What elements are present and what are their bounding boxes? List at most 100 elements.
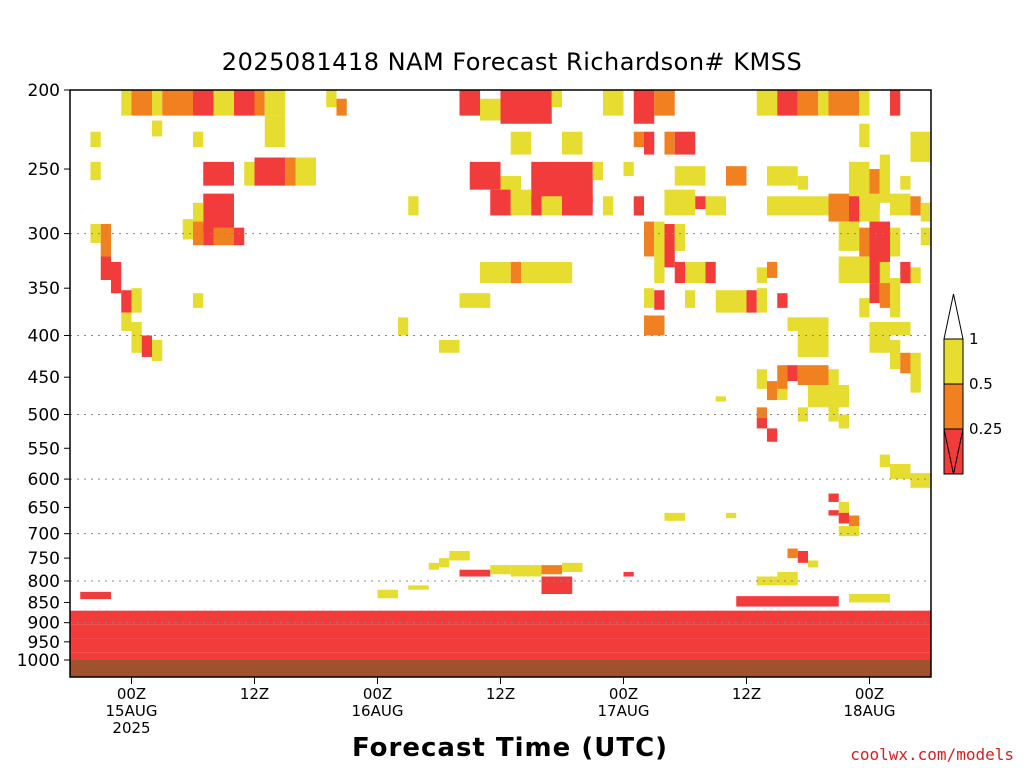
heatmap-cell	[121, 90, 132, 116]
heatmap-cell	[459, 293, 491, 308]
heatmap-cell	[910, 352, 921, 393]
heatmap-cell	[879, 154, 890, 203]
y-tick-label: 900	[28, 614, 60, 634]
heatmap-cell	[859, 123, 870, 148]
heatmap-cell	[756, 288, 767, 313]
heatmap-cell	[664, 189, 696, 216]
heatmap-cell	[797, 176, 808, 190]
heatmap-cell	[244, 161, 255, 186]
x-tick-label: 00Z	[117, 685, 146, 703]
colorbar-level-label: 0.25	[969, 420, 1002, 438]
x-axis-label: Forecast Time (UTC)	[351, 733, 669, 763]
heatmap-cell	[633, 131, 644, 148]
y-tick-label: 400	[28, 326, 60, 346]
colorbar-bottom-arrow	[943, 428, 964, 475]
heatmap-cell	[767, 428, 778, 442]
heatmap-cell	[100, 256, 111, 281]
colorbar-bin	[943, 338, 964, 385]
heatmap-cell	[70, 610, 931, 625]
heatmap-cell	[756, 418, 767, 429]
heatmap-cell	[459, 569, 491, 577]
heatmap-cell	[121, 290, 132, 313]
heatmap-cell	[859, 298, 870, 318]
heatmap-cell	[254, 90, 265, 116]
y-tick-label: 550	[28, 439, 60, 459]
heatmap-cell	[295, 157, 316, 186]
x-tick-label: 15AUG	[106, 702, 158, 720]
heatmap-cell	[521, 261, 573, 284]
heatmap-cell	[234, 227, 245, 246]
heatmap-cell	[439, 558, 450, 568]
ground-fill	[70, 660, 931, 677]
heatmap-cell	[551, 90, 562, 108]
heatmap-cell	[849, 196, 860, 222]
heatmap-cell	[490, 565, 511, 575]
heatmap-cell	[531, 196, 542, 216]
heatmap-cell	[623, 161, 634, 177]
heatmap-cell	[767, 196, 829, 216]
heatmap-cell	[562, 131, 583, 155]
heatmap-cell	[531, 161, 593, 203]
y-tick-label: 850	[28, 593, 60, 613]
heatmap-cell	[890, 277, 901, 318]
heatmap-cell	[890, 464, 911, 480]
x-tick-label: 00Z	[609, 685, 638, 703]
heatmap-cell	[408, 585, 429, 590]
heatmap-cell	[654, 221, 665, 257]
heatmap-cell	[890, 193, 911, 216]
heatmap-cell	[90, 131, 101, 148]
heatmap-cell	[326, 90, 337, 108]
heatmap-cell	[254, 157, 286, 186]
plot-cells	[70, 90, 931, 660]
heatmap-cell	[838, 512, 849, 524]
heatmap-cell	[90, 224, 101, 243]
heatmap-cell	[592, 161, 603, 181]
heatmap-cell	[838, 501, 849, 513]
heatmap-cell	[828, 510, 839, 516]
y-tick-label: 1000	[17, 651, 60, 671]
heatmap-cell	[70, 624, 931, 639]
heatmap-cell	[920, 227, 931, 246]
y-tick-label: 950	[28, 633, 60, 653]
heatmap-cell	[152, 339, 163, 362]
heatmap-cell	[70, 652, 931, 660]
heatmap-cell	[193, 90, 214, 116]
heatmap-cell	[797, 90, 819, 116]
heatmap-cell	[131, 90, 152, 116]
heatmap-cell	[510, 565, 542, 577]
gridlines	[70, 233, 931, 624]
colorbar-bin	[943, 383, 964, 430]
heatmap-cell	[756, 90, 778, 116]
heatmap-cell	[562, 196, 593, 216]
heatmap-cell	[633, 196, 644, 216]
heatmap-cell	[890, 227, 901, 257]
heatmap-cell	[674, 166, 706, 186]
heatmap-cell	[746, 290, 757, 313]
heatmap-cell	[777, 90, 798, 116]
heatmap-cell	[644, 221, 655, 257]
heatmap-cell	[838, 414, 849, 429]
heatmap-cell	[859, 193, 880, 222]
heatmap-cell	[490, 189, 511, 216]
x-tick-label: 12Z	[486, 685, 515, 703]
heatmap-cell	[203, 224, 214, 246]
ground-layer	[70, 660, 931, 677]
colorbar-legend: 1 0.5 0.25	[943, 293, 1002, 475]
heatmap-cell	[756, 576, 778, 586]
heatmap-cell	[644, 315, 665, 336]
x-tick-label: 00Z	[363, 685, 392, 703]
heatmap-cell	[756, 369, 767, 389]
heatmap-cell	[398, 317, 409, 336]
heatmap-cell	[879, 261, 890, 284]
heatmap-cell	[838, 256, 870, 284]
heatmap-cell	[777, 572, 798, 586]
chart-title: 2025081418 NAM Forecast Richardson# KMSS	[221, 48, 803, 76]
y-axis: 200 250 300 350 400 450 500 550 600 650 700 750 8008…	[17, 81, 70, 671]
y-tick-label: 800	[28, 572, 60, 592]
y-tick-label: 700	[28, 525, 60, 545]
heatmap-cell	[890, 339, 901, 370]
x-tick-label: 16AUG	[352, 702, 404, 720]
x-tick-label: 17AUG	[598, 702, 650, 720]
heatmap-cell	[469, 161, 501, 190]
